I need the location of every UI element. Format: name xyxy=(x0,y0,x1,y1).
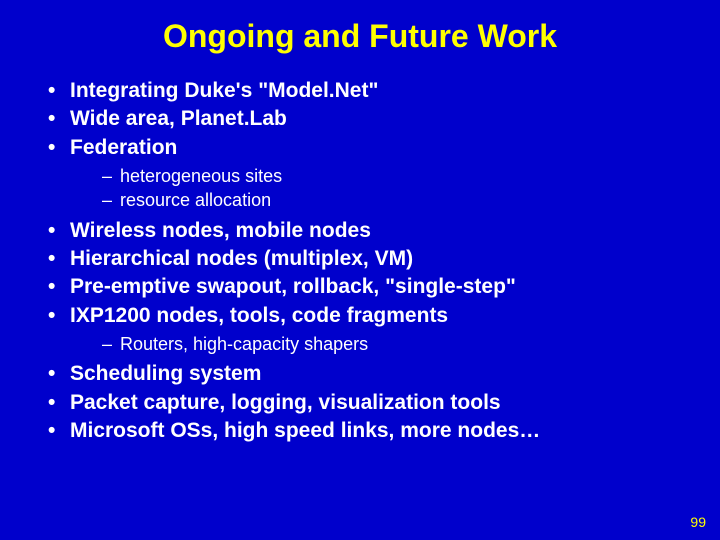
sub-list-item: –heterogeneous sites xyxy=(102,164,690,188)
bullet-icon: • xyxy=(48,77,55,105)
page-number: 99 xyxy=(690,514,706,530)
sub-list-item: –Routers, high-capacity shapers xyxy=(102,332,690,356)
list-item-text: IXP1200 nodes, tools, code fragments xyxy=(70,304,448,327)
sub-list-item-text: resource allocation xyxy=(120,190,271,210)
list-item: • Wireless nodes, mobile nodes xyxy=(48,217,690,245)
list-item: • Scheduling system xyxy=(48,360,690,388)
dash-icon: – xyxy=(102,188,112,212)
bullet-icon: • xyxy=(48,302,55,330)
list-item: • Hierarchical nodes (multiplex, VM) xyxy=(48,245,690,273)
bullet-icon: • xyxy=(48,273,55,301)
bullet-icon: • xyxy=(48,417,55,445)
list-item-text: Federation xyxy=(70,136,177,159)
bullet-icon: • xyxy=(48,360,55,388)
list-item: • Microsoft OSs, high speed links, more n… xyxy=(48,417,690,445)
slide-title: Ongoing and Future Work xyxy=(30,18,690,55)
list-item-text: Wide area, Planet.Lab xyxy=(70,107,287,130)
sub-list-item-text: heterogeneous sites xyxy=(120,166,282,186)
list-item-text: Pre-emptive swapout, rollback, "single-s… xyxy=(70,275,516,298)
list-item: • Packet capture, logging, visualization … xyxy=(48,389,690,417)
dash-icon: – xyxy=(102,164,112,188)
list-item-text: Wireless nodes, mobile nodes xyxy=(70,219,371,242)
list-item: • IXP1200 nodes, tools, code fragments –R… xyxy=(48,302,690,357)
bullet-icon: • xyxy=(48,217,55,245)
dash-icon: – xyxy=(102,332,112,356)
sub-list: –heterogeneous sites –resource allocatio… xyxy=(70,164,690,213)
bullet-list: • Integrating Duke's "Model.Net" • Wide ar… xyxy=(30,77,690,445)
list-item-text: Scheduling system xyxy=(70,362,261,385)
sub-list: –Routers, high-capacity shapers xyxy=(70,332,690,356)
list-item: • Pre-emptive swapout, rollback, "single-… xyxy=(48,273,690,301)
list-item-text: Packet capture, logging, visualization t… xyxy=(70,391,501,414)
sub-list-item: –resource allocation xyxy=(102,188,690,212)
list-item-text: Integrating Duke's "Model.Net" xyxy=(70,79,378,102)
bullet-icon: • xyxy=(48,134,55,162)
bullet-icon: • xyxy=(48,105,55,133)
list-item-text: Hierarchical nodes (multiplex, VM) xyxy=(70,247,413,270)
list-item: • Wide area, Planet.Lab xyxy=(48,105,690,133)
sub-list-item-text: Routers, high-capacity shapers xyxy=(120,334,368,354)
list-item: • Federation –heterogeneous sites –resour… xyxy=(48,134,690,213)
list-item: • Integrating Duke's "Model.Net" xyxy=(48,77,690,105)
bullet-icon: • xyxy=(48,389,55,417)
slide: Ongoing and Future Work • Integrating Duk… xyxy=(0,0,720,540)
bullet-icon: • xyxy=(48,245,55,273)
list-item-text: Microsoft OSs, high speed links, more no… xyxy=(70,419,540,442)
